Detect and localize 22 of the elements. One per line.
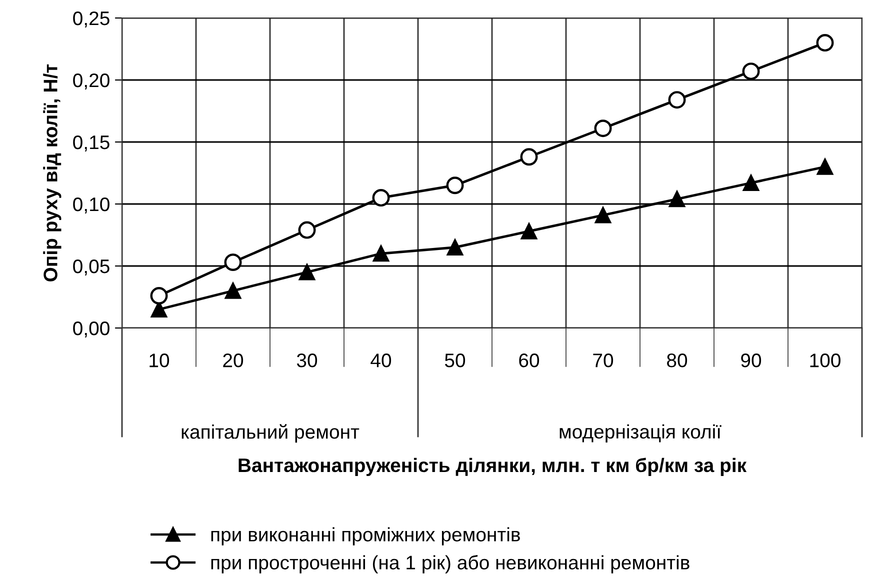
x-tick-label: 100 <box>810 354 840 368</box>
x-tick-label: 20 <box>223 354 244 368</box>
legend-label: при виконанні проміжних ремонтів <box>211 527 520 546</box>
x-axis-title: Вантажонапруженість ділянки, млн. т км бр/км за рік <box>238 458 747 476</box>
text: капітальний ремонт <box>182 424 360 443</box>
x-tick-label: 90 <box>741 354 762 368</box>
x-tick-label: 40 <box>370 354 392 368</box>
x-tick-label: 30 <box>296 354 318 368</box>
y-tick-label: 0,25 <box>73 11 110 28</box>
y-axis-title: Опір руху від колії, Н/т <box>43 64 62 282</box>
y-tick-label: 0,15 <box>73 135 110 152</box>
y-tick-label: 0,10 <box>73 197 110 214</box>
y-tick-label: 0,00 <box>73 321 110 338</box>
x-tick-label: 60 <box>519 354 540 368</box>
text: модернізація колії <box>560 424 722 442</box>
x-tick-label: 10 <box>150 354 170 368</box>
y-tick-label: 0,05 <box>73 259 110 276</box>
x-tick-label: 70 <box>593 354 614 368</box>
y-tick-label: 0,20 <box>73 73 110 90</box>
x-tick-label: 50 <box>444 354 466 368</box>
legend-label: при простроченні (на 1 рік) або невиконанні ремонтів <box>211 555 690 574</box>
x-tick-label: 80 <box>667 354 688 368</box>
